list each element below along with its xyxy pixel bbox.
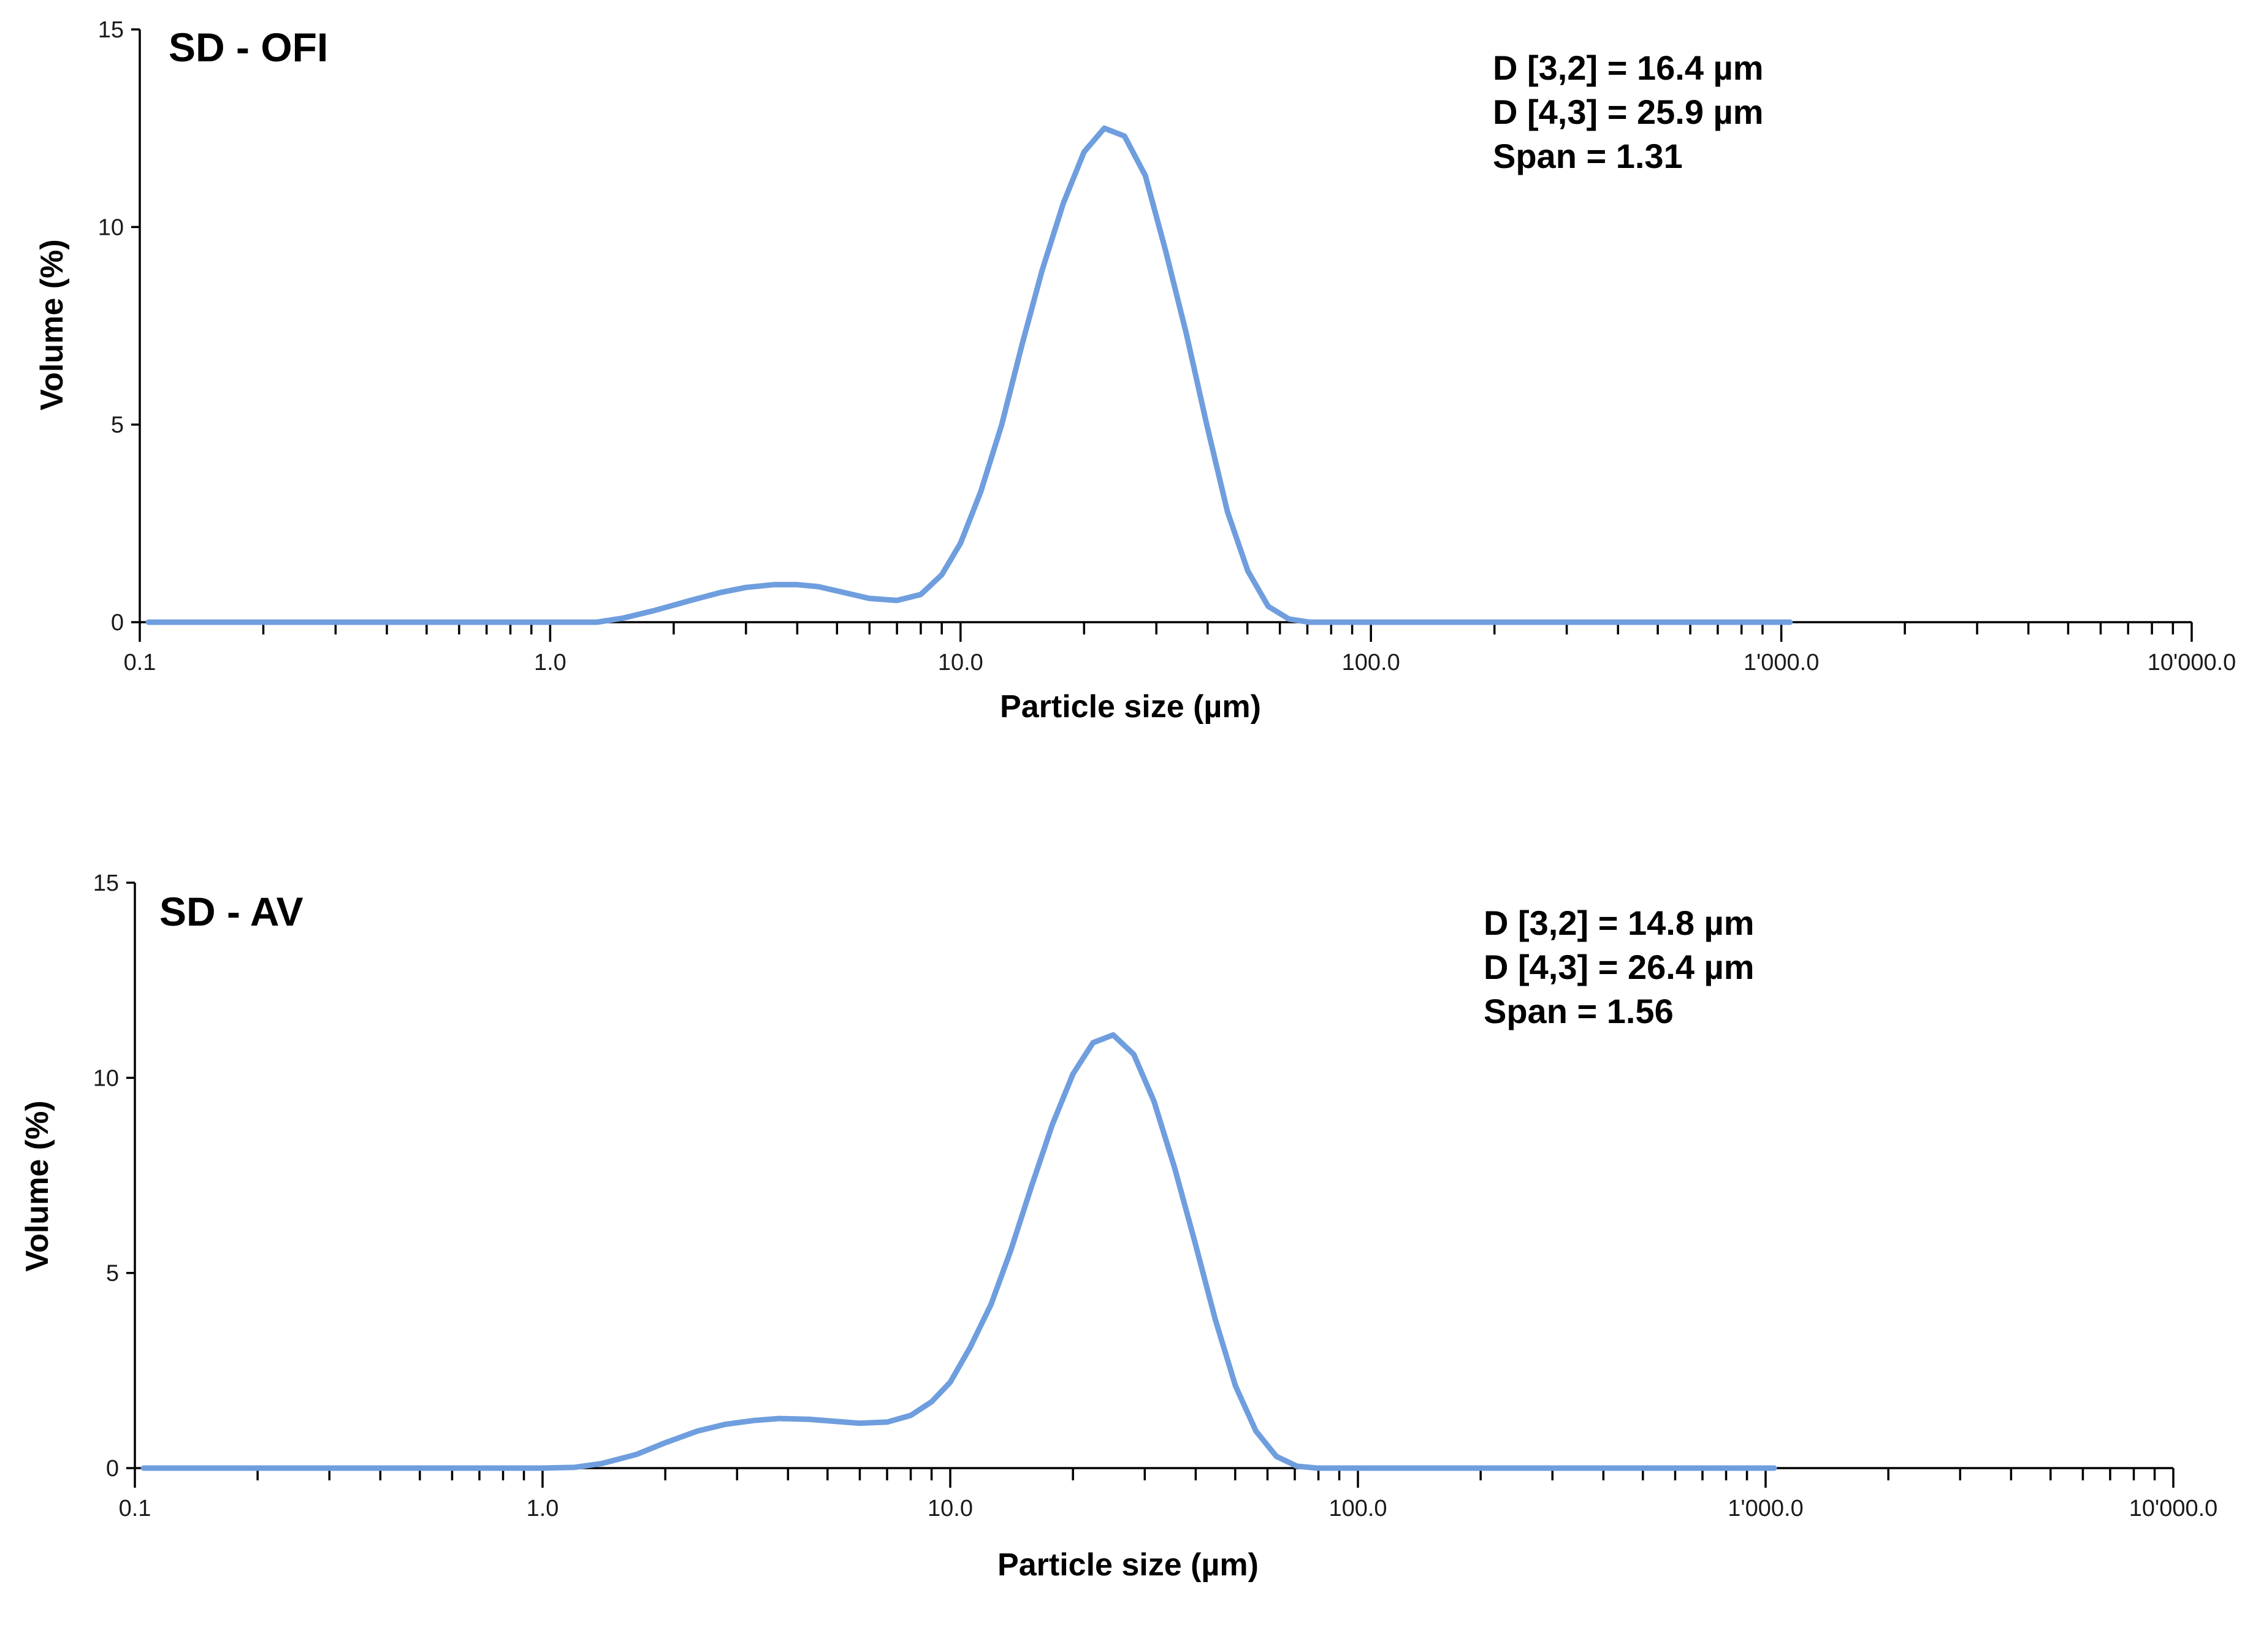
x-tick-label: 0.1: [124, 650, 156, 676]
stat-span: Span = 1.31: [1493, 137, 1683, 175]
stat-d43: D [4,3] = 26.4 µm: [1484, 948, 1755, 986]
chart-av: 0 5 10 15 0.1 1.0 10.0 100.0 1'000.0 10'000.0 Par…: [20, 870, 2218, 1583]
y-tick-label: 15: [93, 870, 119, 896]
y-tick-label: 0: [106, 1456, 119, 1482]
x-tick-label: 100.0: [1329, 1496, 1387, 1521]
y-tick-label: 15: [98, 17, 124, 43]
y-axis-title: Volume (%): [34, 239, 70, 410]
x-tick-label: 10.0: [938, 650, 983, 676]
y-tick-label: 10: [98, 215, 124, 240]
x-tick-label: 1.0: [534, 650, 566, 676]
chart-panel-ofi: 0 5 10 15 0.1 1.0 10.0 100.0 1'000.0 10'000.0 Par…: [0, 0, 2253, 797]
series-line: [140, 1032, 1777, 1471]
x-tick-label: 1.0: [527, 1496, 559, 1521]
chart-ofi: 0 5 10 15 0.1 1.0 10.0 100.0 1'000.0 10'000.0 Par…: [34, 17, 2236, 725]
series-line: [145, 125, 1793, 625]
y-tick-label: 0: [111, 610, 124, 636]
y-tick-label: 10: [93, 1065, 119, 1091]
plot-area: 0 5 10 15 0.1 1.0 10.0 100.0 1'000.0 10'000.0: [98, 17, 2236, 676]
x-tick-label: 1'000.0: [1744, 650, 1819, 676]
y-axis-title: Volume (%): [20, 1100, 55, 1271]
x-tick-label: 0.1: [119, 1496, 151, 1521]
panel-title: SD - AV: [159, 889, 303, 934]
stat-d32: D [3,2] = 16.4 µm: [1493, 48, 1764, 87]
x-axis-title: Particle size (µm): [997, 1547, 1259, 1583]
stat-d43: D [4,3] = 25.9 µm: [1493, 93, 1764, 131]
x-axis-title: Particle size (µm): [1000, 689, 1261, 725]
x-tick-label: 10'000.0: [2148, 650, 2236, 676]
plot-area: 0 5 10 15 0.1 1.0 10.0 100.0 1'000.0 10'000.0: [93, 870, 2218, 1521]
stat-d32: D [3,2] = 14.8 µm: [1484, 904, 1755, 942]
x-tick-label: 1'000.0: [1728, 1496, 1803, 1521]
x-tick-label: 100.0: [1342, 650, 1400, 676]
chart-panel-av: 0 5 10 15 0.1 1.0 10.0 100.0 1'000.0 10'000.0 Par…: [0, 855, 2253, 1652]
y-tick-label: 5: [111, 413, 124, 438]
x-tick-label: 10'000.0: [2129, 1496, 2218, 1521]
x-tick-label: 10.0: [928, 1496, 973, 1521]
y-tick-label: 5: [106, 1261, 119, 1287]
panel-title: SD - OFI: [169, 25, 328, 70]
stat-span: Span = 1.56: [1484, 992, 1674, 1030]
